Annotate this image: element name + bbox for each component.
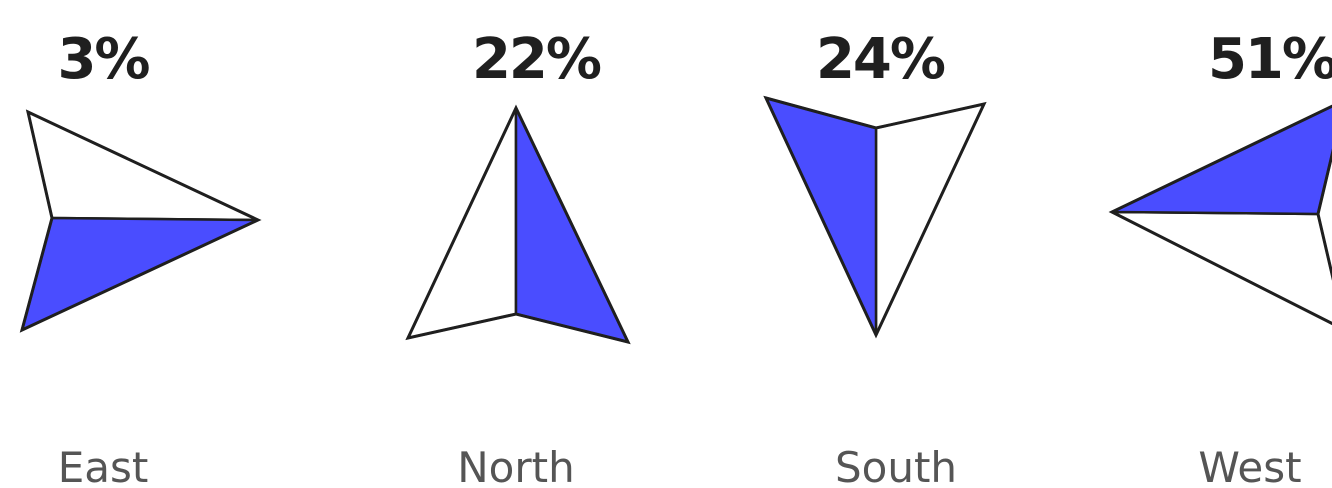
category-label-north: North: [457, 443, 574, 488]
arrow-outline-north: [405, 104, 631, 345]
category-label-south: South: [835, 443, 957, 488]
value-label-east: 3%: [57, 27, 149, 92]
arrow-group-west: [1108, 104, 1332, 326]
arrow-outline-south: [763, 95, 987, 339]
arrow-outline-east: [19, 109, 262, 333]
value-label-north: 22%: [472, 27, 601, 92]
value-label-south: 24%: [816, 27, 945, 92]
arrow-outline-west: [1108, 104, 1332, 326]
category-label-east: East: [58, 443, 149, 488]
arrow-group-south: [763, 95, 987, 339]
category-label-west: West: [1198, 443, 1301, 488]
value-label-west: 51%: [1208, 27, 1332, 92]
arrow-group-east: [19, 109, 262, 333]
arrow-group-north: [405, 104, 631, 345]
